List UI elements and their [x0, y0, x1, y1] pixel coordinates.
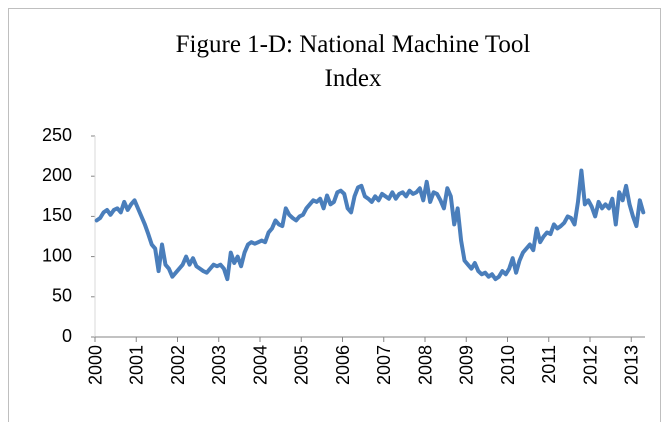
x-tick-label: 2010	[498, 345, 518, 385]
x-tick-label: 2009	[457, 345, 477, 385]
x-tick-label: 2012	[580, 345, 600, 385]
y-tick-label: 50	[52, 286, 72, 306]
data-line	[94, 168, 646, 282]
x-tick-label: 2006	[333, 345, 353, 385]
x-tick-label: 2001	[127, 345, 147, 385]
x-tick-label: 2013	[622, 345, 642, 385]
chart-border	[8, 8, 661, 422]
y-tick-label: 200	[42, 165, 72, 185]
y-tick-label: 100	[42, 245, 72, 265]
x-tick-label: 2000	[85, 345, 105, 385]
y-tick-label: 0	[62, 326, 72, 346]
chart-title: Figure 1-D: National Machine Tool Index	[175, 31, 531, 92]
x-tick-label: 2011	[539, 345, 559, 384]
y-tick-label: 250	[42, 125, 72, 145]
x-tick-label: 2004	[250, 345, 270, 385]
x-tick-label: 2005	[292, 345, 312, 385]
x-tick-label: 2008	[415, 345, 435, 385]
x-tick-label: 2003	[209, 345, 229, 385]
x-tick-label: 2002	[168, 345, 188, 385]
x-tick-label: 2007	[374, 345, 394, 385]
y-tick-label: 150	[42, 205, 72, 225]
